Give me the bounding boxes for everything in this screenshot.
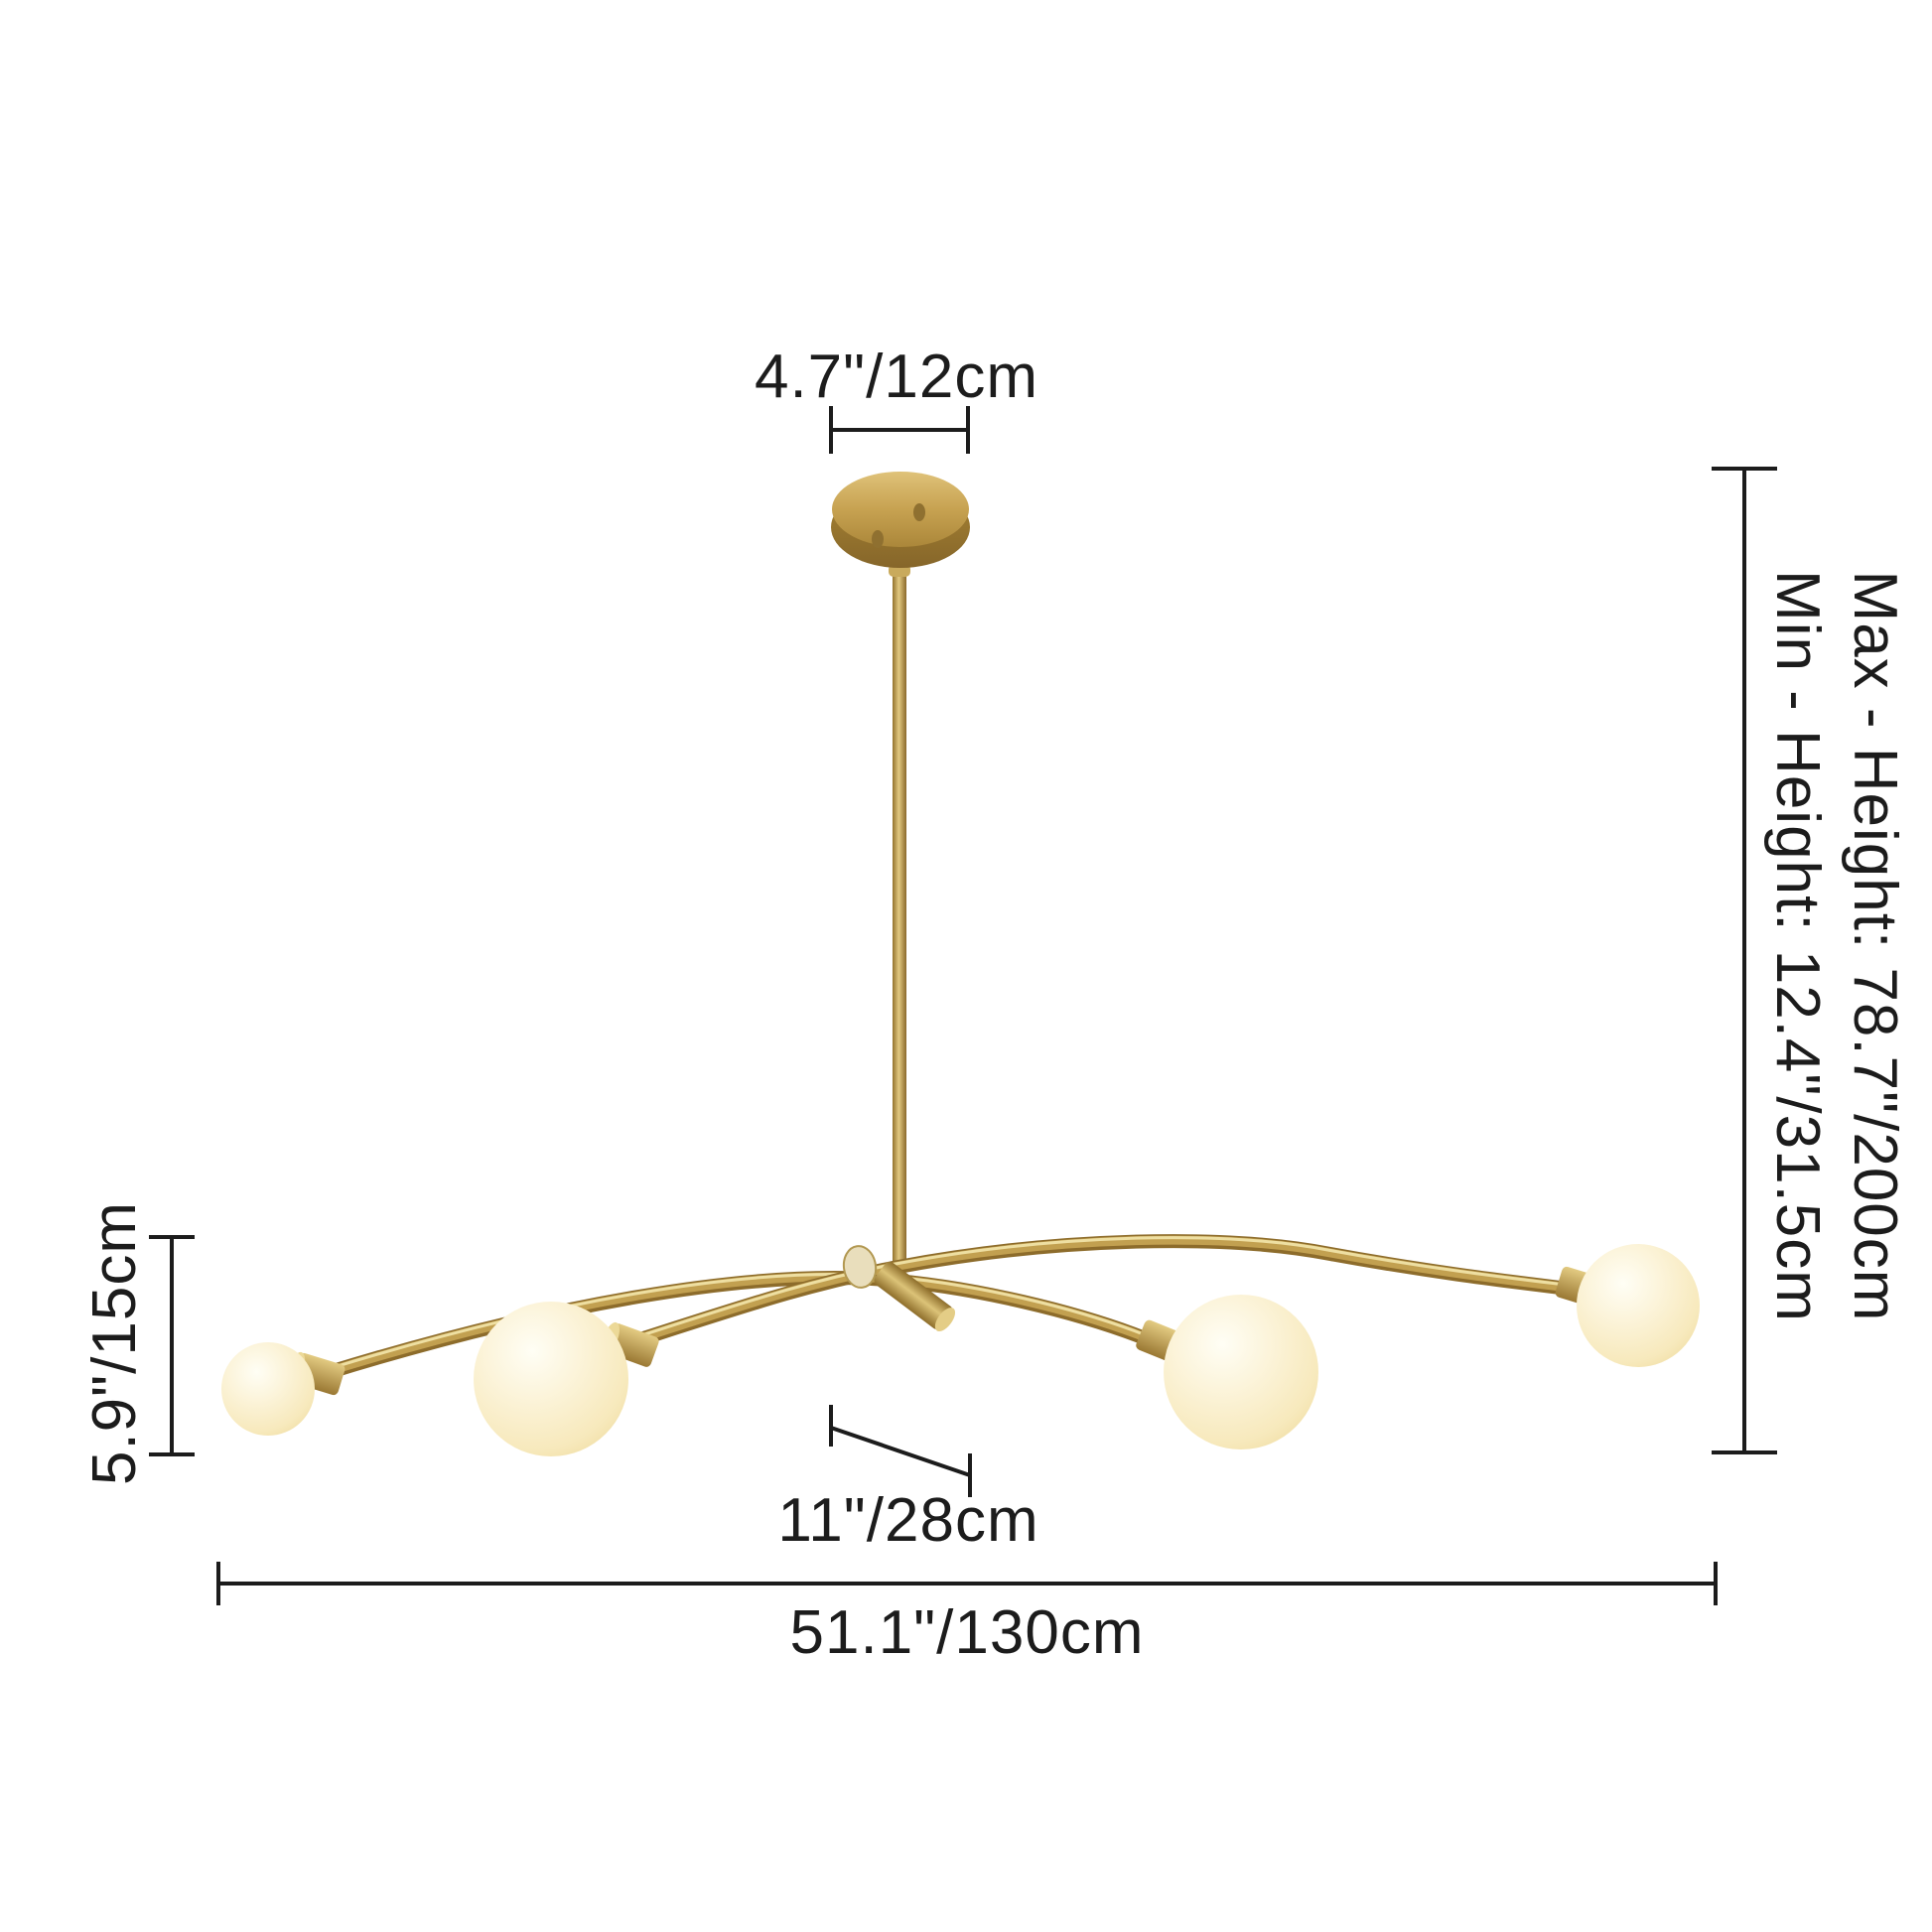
globe-1	[221, 1342, 315, 1436]
max-height-label: Max - Height: 78.7"/200cm	[1841, 570, 1909, 1322]
total-width-label: 51.1"/130cm	[789, 1598, 1145, 1667]
globe-3	[1164, 1295, 1318, 1449]
arm-left-pair	[330, 1275, 1160, 1372]
canopy-screw-left	[872, 530, 884, 548]
center-knob	[842, 1245, 878, 1289]
arm-offset-dimension-line	[829, 1405, 972, 1497]
canopy-screw-right	[913, 503, 925, 521]
min-height-label: Min - Height: 12.4"/31.5cm	[1763, 570, 1832, 1322]
canopy-width-dimension-line	[829, 406, 970, 454]
height-range-label: Max - Height: 78.7"/200cm Min - Height: …	[1756, 400, 1915, 1492]
height-dimension-line	[1712, 467, 1777, 1454]
arm-offset-label: 11"/28cm	[777, 1486, 1039, 1555]
canopy-width-label: 4.7"/12cm	[754, 343, 1039, 411]
globe-2	[474, 1302, 628, 1456]
center-joint-sleeve	[874, 1261, 956, 1332]
total-width-dimension-line	[216, 1562, 1718, 1605]
ceiling-canopy	[831, 472, 970, 568]
arm-drop-dimension-line	[149, 1235, 195, 1456]
globe-4	[1577, 1244, 1700, 1367]
arm-drop-label: 5.9"/15cm	[80, 1200, 149, 1486]
hanging-rod	[893, 541, 906, 1271]
